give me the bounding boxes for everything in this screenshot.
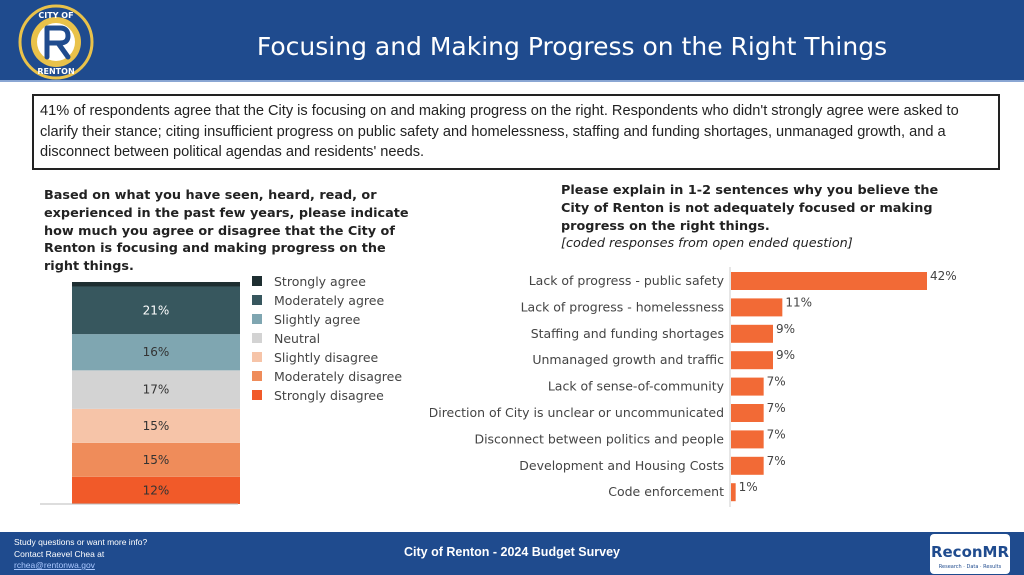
city-logo: CITY OF RENTON [18, 4, 94, 80]
bar-value-8: 1% [739, 480, 758, 494]
legend-label-2: Slightly agree [274, 312, 361, 327]
stack-label-3: 17% [143, 383, 170, 397]
bar-4 [731, 377, 764, 396]
footer-contact: Study questions or want more info? Conta… [14, 537, 147, 572]
bar-category-2: Staffing and funding shortages [531, 326, 724, 341]
stack-segment-0 [72, 476, 240, 504]
stack-segment-4 [72, 334, 240, 371]
bar-1 [731, 298, 783, 317]
bar-7 [731, 456, 764, 475]
stack-label-5: 21% [143, 303, 170, 317]
footer-email-link[interactable]: rchea@rentonwa.gov [14, 560, 95, 570]
bar-value-4: 7% [767, 375, 786, 389]
bar-category-5: Direction of City is unclear or uncommun… [430, 405, 724, 420]
footer-note-line2: Contact Raevel Chea at [14, 548, 105, 559]
bar-category-6: Disconnect between politics and people [474, 431, 724, 446]
bar-value-6: 7% [767, 427, 786, 441]
stack-segment-3 [72, 370, 240, 409]
bar-category-3: Unmanaged growth and traffic [532, 352, 724, 367]
legend-label-5: Moderately disagree [274, 369, 402, 384]
header-bar: CITY OF RENTON Focusing and Making Progr… [0, 0, 1024, 82]
bar-6 [731, 430, 764, 449]
page-title: Focusing and Making Progress on the Righ… [256, 32, 888, 61]
legend-label-6: Strongly disagree [274, 388, 384, 403]
legend-swatch-6 [252, 390, 262, 400]
stacked-bar-chart: 12% 15% 15% 17% 16% 21% Strongly agree Moderate… [40, 274, 402, 505]
bar-category-0: Lack of progress - public safety [529, 273, 725, 288]
bar-value-2: 9% [776, 322, 795, 336]
reconmr-tagline: Research · Data · Results [939, 564, 1002, 570]
stack-label-1: 15% [143, 453, 170, 467]
logo-top-text: CITY OF [38, 11, 73, 20]
footer-note-line1: Study questions or want more info? [14, 537, 148, 547]
legend-swatch-4 [252, 352, 262, 362]
bar-category-1: Lack of progress - homelessness [521, 299, 724, 314]
stack-label-2: 15% [143, 419, 170, 433]
bar-category-8: Code enforcement [608, 484, 724, 499]
reconmr-brand: ReconMR [931, 543, 1010, 561]
stack-segment-2 [72, 408, 240, 443]
bar-value-0: 42% [930, 269, 957, 283]
bar-value-7: 7% [767, 454, 786, 468]
stack-segment-1 [72, 442, 240, 477]
legend-swatch-3 [252, 333, 262, 343]
bar-category-4: Lack of sense-of-community [548, 379, 725, 394]
bar-value-5: 7% [767, 401, 786, 415]
legend-swatch-2 [252, 314, 262, 324]
legend-label-0: Strongly agree [274, 274, 366, 289]
legend-label-3: Neutral [274, 331, 320, 346]
footer-bar: Study questions or want more info? Conta… [0, 532, 1024, 575]
stack-segment-6 [72, 282, 240, 287]
legend-label-1: Moderately agree [274, 293, 384, 308]
legend-swatch-0 [252, 276, 262, 286]
bar-category-7: Development and Housing Costs [519, 458, 724, 473]
summary-box: 41% of respondents agree that the City i… [32, 94, 1000, 170]
legend-label-4: Slightly disagree [274, 350, 379, 365]
legend-swatch-1 [252, 295, 262, 305]
bar-value-1: 11% [785, 295, 812, 309]
bar-2 [731, 324, 773, 343]
reconmr-logo: ReconMR Research · Data · Results [930, 534, 1010, 574]
stack-label-0: 12% [143, 483, 170, 497]
right-chart-question: Please explain in 1-2 sentences why you … [561, 182, 961, 253]
right-chart-title: Please explain in 1-2 sentences why you … [561, 183, 939, 234]
left-chart-question: Based on what you have seen, heard, read… [44, 188, 409, 275]
horizontal-bar-chart: Lack of progress - public safety 42% Lack … [430, 267, 957, 507]
stack-segment-5 [72, 286, 240, 335]
logo-bottom-text: RENTON [37, 67, 74, 76]
bar-3 [731, 351, 773, 370]
bar-5 [731, 404, 764, 422]
stack-label-4: 16% [143, 345, 170, 359]
bar-0 [731, 272, 927, 290]
bar-value-3: 9% [776, 348, 795, 362]
legend-swatch-5 [252, 371, 262, 381]
right-chart-subtitle: [coded responses from open ended questio… [561, 236, 853, 252]
footer-title: City of Renton - 2024 Budget Survey [403, 545, 620, 559]
bar-8 [731, 483, 736, 502]
